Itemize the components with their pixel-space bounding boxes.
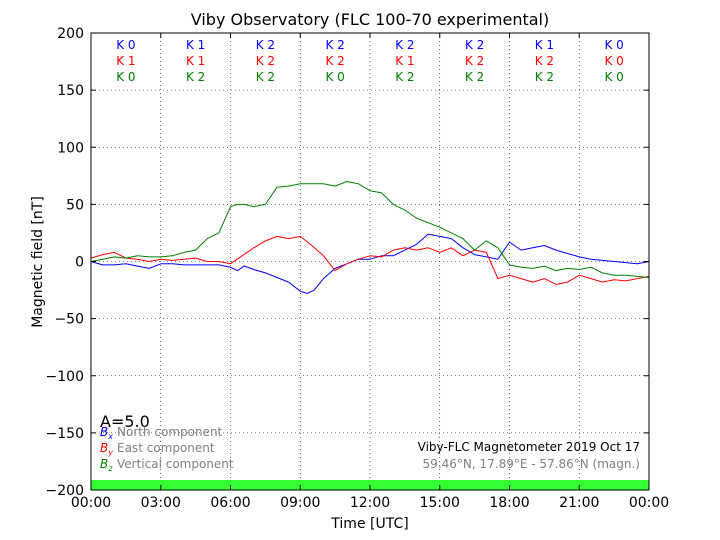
legend-label: North component	[117, 425, 223, 439]
k-index-label: K 2	[256, 70, 275, 84]
y-tick-label: 150	[57, 83, 84, 99]
k-index-label: K 0	[604, 38, 623, 52]
k-index-label: K 2	[465, 38, 484, 52]
legend-symbol: By	[100, 441, 113, 457]
x-tick-label: 09:00	[280, 495, 320, 511]
k-index-label: K 1	[395, 54, 414, 68]
a-index-label: A=5.0	[100, 412, 150, 431]
k-index-label: K 2	[465, 70, 484, 84]
y-tick-label: −200	[46, 483, 84, 499]
x-tick-label: 00:00	[71, 495, 111, 511]
legend: Bx North component By East component Bz Verti…	[100, 425, 234, 473]
y-tick-label: −100	[46, 369, 84, 385]
x-tick-label: 18:00	[489, 495, 529, 511]
y-axis-label: Magnetic field [nT]	[30, 196, 46, 328]
x-tick-label: 15:00	[420, 495, 460, 511]
y-tick-label: −150	[46, 426, 84, 442]
axis-ticks	[90, 32, 650, 491]
axis-tick-labels: 00:00 03:00 06:00 09:00 12:00 15:00 18:00 21:00…	[46, 26, 670, 511]
coordinates-annotation: 59.46°N, 17.89°E - 57.86°N (magn.)	[423, 457, 640, 471]
k-index-label: K 2	[535, 54, 554, 68]
y-tick-label: 200	[57, 26, 84, 42]
k-index-label: K 1	[116, 54, 135, 68]
k-index-label: K 2	[256, 54, 275, 68]
k-index-label: K 1	[186, 38, 205, 52]
k-index-label: K 2	[186, 70, 205, 84]
x-tick-label: 00:00	[629, 495, 669, 511]
k-index-label: K 2	[325, 38, 344, 52]
legend-label: East component	[117, 441, 215, 455]
x-axis-label: Time [UTC]	[330, 516, 408, 532]
k-index-label: K 2	[325, 54, 344, 68]
y-tick-label: 50	[66, 197, 84, 213]
series-line-east	[91, 235, 649, 285]
x-tick-label: 21:00	[559, 495, 599, 511]
k-index-table: K 0 K 1 K 2 K 2 K 2 K 2 K 1 K 0 K 1 K 1 K 2 K 2 K 1 K…	[116, 38, 624, 84]
y-tick-label: 0	[75, 255, 84, 271]
chart-title: Viby Observatory (FLC 100-70 experimenta…	[191, 10, 550, 29]
k-index-label: K 1	[535, 38, 554, 52]
y-tick-label: −50	[54, 312, 84, 328]
k-index-label: K 0	[116, 70, 135, 84]
x-tick-label: 06:00	[210, 495, 250, 511]
x-tick-label: 12:00	[350, 495, 390, 511]
legend-symbol: Bz	[100, 457, 113, 473]
k-index-label: K 2	[395, 38, 414, 52]
k-index-label: K 1	[186, 54, 205, 68]
grid-lines	[91, 33, 649, 490]
k-index-label: K 2	[465, 54, 484, 68]
legend-symbol: Bx	[100, 425, 113, 441]
series-lines	[91, 181, 649, 294]
k-index-label: K 0	[604, 54, 623, 68]
k-index-label: K 0	[604, 70, 623, 84]
k-index-label: K 2	[395, 70, 414, 84]
k-index-label: K 2	[535, 70, 554, 84]
series-line-vertical	[91, 181, 649, 278]
k-index-label: K 0	[325, 70, 344, 84]
legend-label: Vertical component	[117, 457, 234, 471]
k-index-label: K 0	[116, 38, 135, 52]
x-tick-label: 03:00	[141, 495, 181, 511]
k-index-label: K 2	[256, 38, 275, 52]
y-tick-label: 100	[57, 140, 84, 156]
magnetometer-annotation: Viby-FLC Magnetometer 2019 Oct 17	[418, 440, 640, 454]
